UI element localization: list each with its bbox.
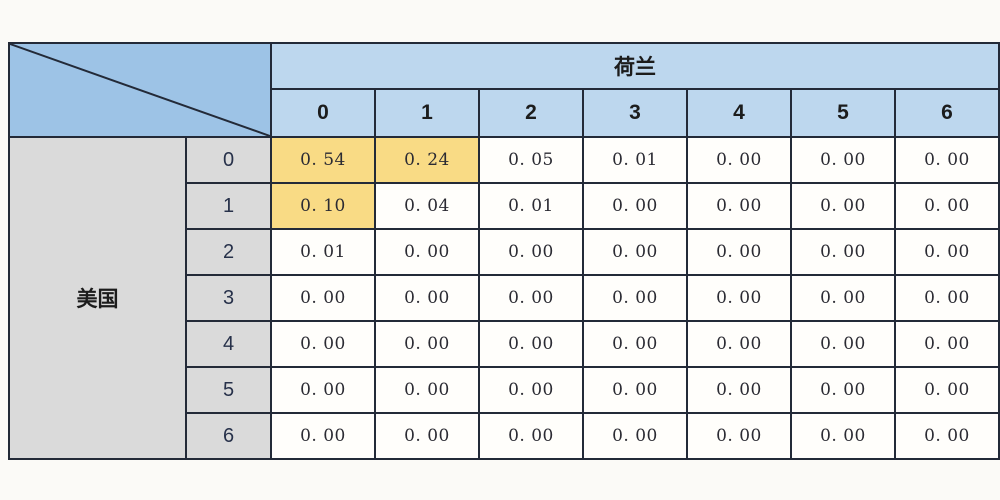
value-cell: 0. 00 (582, 274, 688, 322)
value-cell: 0. 00 (582, 320, 688, 368)
table-row: 5 0. 00 0. 00 0. 00 0. 00 0. 00 0. 00 0. 00 (9, 366, 1000, 414)
value-cell: 0. 00 (686, 366, 792, 414)
row-header-2: 2 (185, 228, 272, 276)
value-cell: 0. 00 (894, 228, 1000, 276)
col-header-3: 3 (582, 88, 688, 138)
col-header-5: 5 (790, 88, 896, 138)
row-header-6: 6 (185, 412, 272, 460)
value-cell: 0. 10 (270, 182, 376, 230)
value-cell: 0. 00 (270, 320, 376, 368)
table-row: 6 0. 00 0. 00 0. 00 0. 00 0. 00 0. 00 0. 00 (9, 412, 1000, 460)
value-cell: 0. 00 (478, 366, 584, 414)
value-cell: 0. 01 (478, 182, 584, 230)
table-row: 2 0. 01 0. 00 0. 00 0. 00 0. 00 0. 00 0. 00 (9, 228, 1000, 276)
value-cell: 0. 00 (894, 320, 1000, 368)
corner-cell (8, 42, 272, 138)
col-header-4: 4 (686, 88, 792, 138)
table-row: 3 0. 00 0. 00 0. 00 0. 00 0. 00 0. 00 0. 00 (9, 274, 1000, 322)
table-row: 美国 0 0. 54 0. 24 0. 05 0. 01 0. 00 0. 00 0. 00 (8, 136, 1000, 460)
diagonal-divider-icon (10, 44, 270, 136)
value-cell: 0. 00 (894, 136, 1000, 184)
value-cell: 0. 00 (478, 320, 584, 368)
value-cell: 0. 00 (478, 274, 584, 322)
value-cell: 0. 00 (374, 320, 480, 368)
row-header-0: 0 (185, 136, 272, 184)
value-cell: 0. 00 (894, 412, 1000, 460)
value-cell: 0. 00 (270, 366, 376, 414)
value-cell: 0. 00 (790, 182, 896, 230)
value-cell: 0. 00 (270, 412, 376, 460)
value-cell: 0. 00 (686, 412, 792, 460)
value-cell: 0. 00 (374, 366, 480, 414)
value-cell: 0. 00 (374, 228, 480, 276)
value-cell: 0. 00 (790, 366, 896, 414)
value-cell: 0. 00 (790, 136, 896, 184)
col-header-1: 1 (374, 88, 480, 138)
value-cell: 0. 54 (270, 136, 376, 184)
value-cell: 0. 00 (894, 182, 1000, 230)
value-cell: 0. 00 (686, 136, 792, 184)
value-cell: 0. 00 (790, 320, 896, 368)
value-cell: 0. 00 (374, 412, 480, 460)
table-row: 1 0. 10 0. 04 0. 01 0. 00 0. 00 0. 00 0. 00 (9, 182, 1000, 230)
value-cell: 0. 05 (478, 136, 584, 184)
table-row: 4 0. 00 0. 00 0. 00 0. 00 0. 00 0. 00 0. 00 (9, 320, 1000, 368)
value-cell: 0. 00 (686, 274, 792, 322)
row-group-header: 美国 (8, 136, 187, 460)
row-header-1: 1 (185, 182, 272, 230)
value-cell: 0. 00 (686, 320, 792, 368)
value-cell: 0. 00 (790, 274, 896, 322)
value-cell: 0. 00 (478, 412, 584, 460)
column-group-header: 荷兰 (270, 42, 1000, 90)
value-cell: 0. 00 (582, 412, 688, 460)
value-cell: 0. 01 (270, 228, 376, 276)
value-cell: 0. 01 (582, 136, 688, 184)
value-cell: 0. 00 (894, 274, 1000, 322)
value-cell: 0. 00 (582, 182, 688, 230)
value-cell: 0. 00 (582, 228, 688, 276)
value-cell: 0. 00 (686, 228, 792, 276)
col-header-2: 2 (478, 88, 584, 138)
col-header-0: 0 (270, 88, 376, 138)
value-cell: 0. 00 (478, 228, 584, 276)
value-cell: 0. 00 (790, 228, 896, 276)
value-cell: 0. 00 (582, 366, 688, 414)
col-header-6: 6 (894, 88, 1000, 138)
value-cell: 0. 04 (374, 182, 480, 230)
value-cell: 0. 00 (686, 182, 792, 230)
row-header-4: 4 (185, 320, 272, 368)
value-cell: 0. 24 (374, 136, 480, 184)
value-cell: 0. 00 (270, 274, 376, 322)
row-header-3: 3 (185, 274, 272, 322)
value-cell: 0. 00 (374, 274, 480, 322)
value-cell: 0. 00 (790, 412, 896, 460)
value-cell: 0. 00 (894, 366, 1000, 414)
row-header-5: 5 (185, 366, 272, 414)
